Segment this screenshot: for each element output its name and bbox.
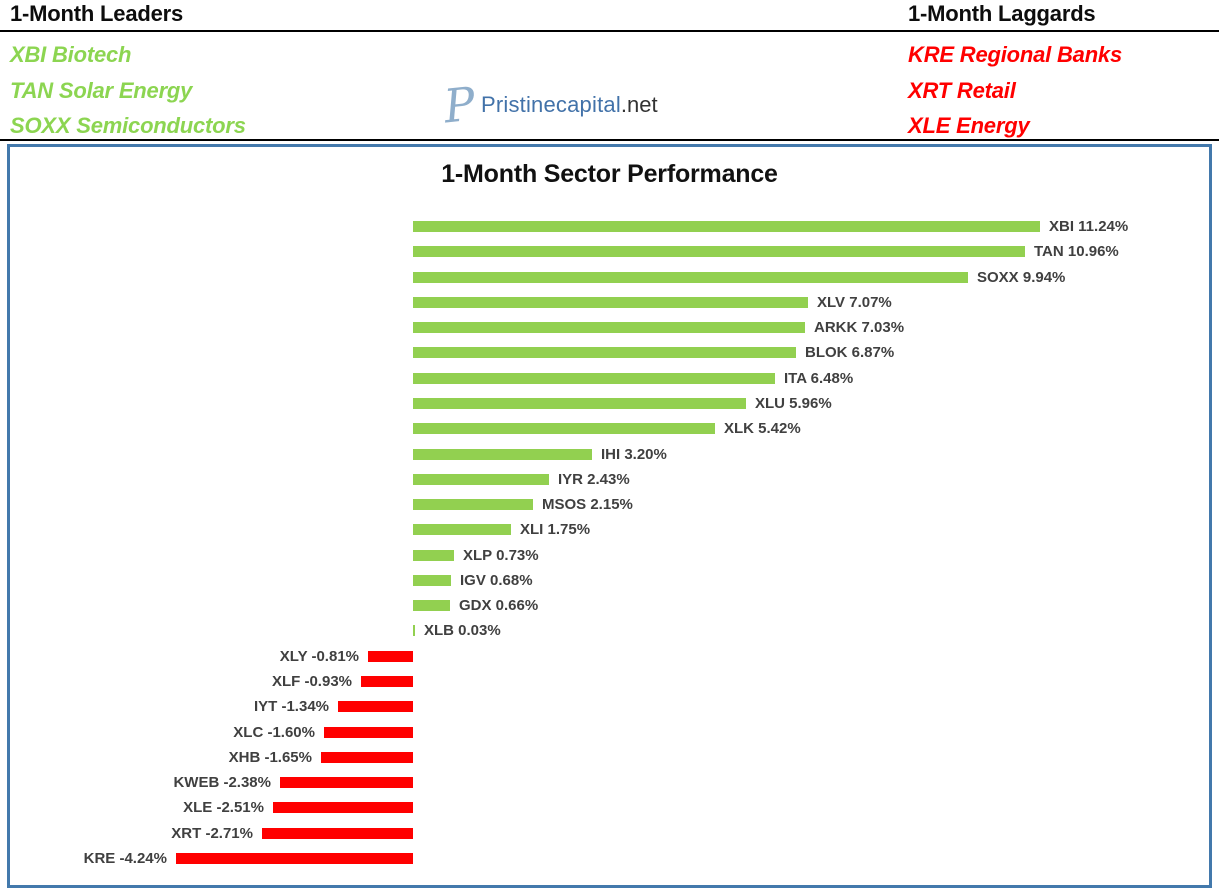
performance-bar-xhb	[321, 752, 413, 763]
performance-bar-gdx	[413, 600, 450, 611]
performance-bar-xlf	[361, 676, 413, 687]
performance-bar-blok	[413, 347, 796, 358]
bar-label-xli: XLI 1.75%	[520, 521, 591, 538]
performance-bar-kre	[176, 853, 413, 864]
bar-label-xlf: XLF -0.93%	[271, 673, 352, 690]
chart-panel: 1-Month Sector Performance XBI 11.24% TAN…	[7, 144, 1212, 888]
performance-bar-igv	[413, 575, 451, 586]
bar-label-xlb: XLB 0.03%	[424, 622, 501, 639]
leaders-list: XBI Biotech TAN Solar Energy SOXX Semicond…	[10, 37, 246, 144]
performance-bar-iyt	[338, 701, 413, 712]
leader-item: XBI Biotech	[10, 42, 132, 67]
chart-title: 1-Month Sector Performance	[441, 160, 778, 188]
performance-bar-ita	[413, 373, 775, 384]
bar-label-iyt: IYT -1.34%	[253, 698, 329, 715]
bar-label-tan: TAN 10.96%	[1034, 243, 1119, 260]
bar-label-arkk: ARKK 7.03%	[814, 319, 905, 336]
leaders-title: 1-Month Leaders	[10, 1, 184, 26]
leader-item: TAN Solar Energy	[10, 77, 193, 103]
bar-label-xly: XLY -0.81%	[279, 648, 359, 665]
performance-bar-msos	[413, 499, 533, 510]
performance-bar-xlb	[413, 625, 415, 636]
bar-label-iyr: IYR 2.43%	[558, 471, 630, 488]
performance-bar-xle	[273, 802, 413, 813]
performance-bar-xlp	[413, 550, 454, 561]
logo-suffix-text: .net	[620, 92, 658, 117]
bar-label-kre: KRE -4.24%	[83, 850, 167, 867]
performance-bar-ihi	[413, 449, 592, 460]
bar-label-xlp: XLP 0.73%	[463, 547, 539, 564]
bar-label-igv: IGV 0.68%	[460, 572, 533, 589]
bar-label-xlk: XLK 5.42%	[724, 420, 801, 437]
bar-label-soxx: SOXX 9.94%	[977, 269, 1066, 286]
laggards-title: 1-Month Laggards	[908, 1, 1096, 26]
performance-bar-soxx	[413, 272, 968, 283]
laggard-item: KRE Regional Banks	[908, 42, 1123, 67]
performance-bar-xrt	[262, 828, 413, 839]
performance-bar-arkk	[413, 322, 805, 333]
bar-label-ihi: IHI 3.20%	[601, 446, 667, 463]
laggard-item: XLE Energy	[908, 113, 1030, 138]
bar-label-blok: BLOK 6.87%	[805, 344, 895, 361]
performance-bar-tan	[413, 246, 1025, 257]
performance-bar-iyr	[413, 474, 549, 485]
laggards-list: KRE Regional Banks XRT Retail XLE Energy	[908, 37, 1122, 144]
performance-bar-xlu	[413, 398, 746, 409]
performance-bar-xbi	[413, 221, 1040, 232]
bar-label-xlu: XLU 5.96%	[755, 395, 832, 412]
bar-label-kweb: KWEB -2.38%	[173, 774, 271, 791]
header-bottom-rule	[0, 139, 1219, 141]
performance-bar-kweb	[280, 777, 413, 788]
performance-bar-xli	[413, 524, 511, 535]
logo-monogram-icon: P	[441, 76, 478, 134]
performance-bar-xlc	[324, 727, 413, 738]
bar-label-xlv: XLV 7.07%	[817, 294, 892, 311]
bar-label-xbi: XBI 11.24%	[1049, 218, 1129, 235]
bar-label-xlc: XLC -1.60%	[233, 724, 315, 741]
bar-label-ita: ITA 6.48%	[784, 370, 854, 387]
performance-bar-xlk	[413, 423, 715, 434]
header-top-rule	[0, 30, 1219, 32]
bar-label-xrt: XRT -2.71%	[171, 825, 253, 842]
performance-bar-xlv	[413, 297, 808, 308]
chart-area: 1-Month Sector Performance XBI 11.24% TAN…	[10, 147, 1209, 885]
laggard-item: XRT Retail	[908, 77, 1016, 103]
logo-brand-text: Pristinecapital	[480, 92, 621, 117]
bar-label-xle: XLE -2.51%	[183, 799, 264, 816]
bar-label-xhb: XHB -1.65%	[228, 749, 312, 766]
performance-bar-xly	[368, 651, 413, 662]
brand-logo: P Pristinecapital .net	[441, 76, 658, 134]
bar-label-msos: MSOS 2.15%	[542, 496, 633, 513]
bar-label-gdx: GDX 0.66%	[459, 597, 539, 614]
leader-item: SOXX Semiconductors	[10, 113, 246, 138]
